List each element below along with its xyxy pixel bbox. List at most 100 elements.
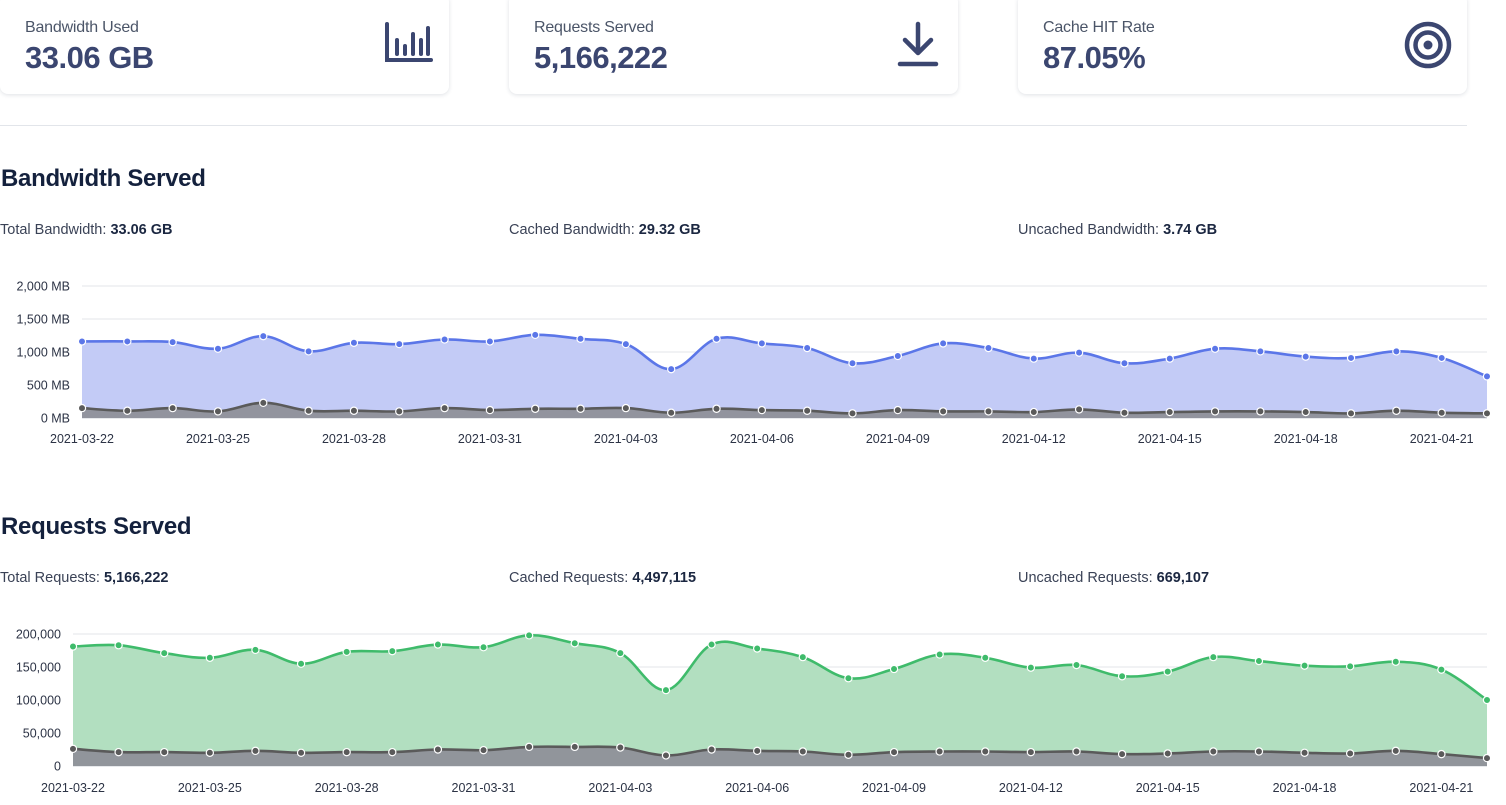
x-tick-label: 2021-04-06: [730, 432, 794, 446]
data-point: [433, 745, 443, 754]
data-point: [576, 404, 585, 413]
y-tick-label: 50,000: [23, 727, 61, 741]
x-tick-label: 2021-03-22: [50, 432, 114, 446]
data-point: [1346, 409, 1356, 418]
x-tick-label: 2021-04-03: [588, 781, 652, 795]
data-point: [213, 407, 223, 416]
data-point: [205, 653, 215, 662]
stat-label: Uncached Requests:: [1018, 570, 1153, 586]
data-point: [798, 747, 808, 756]
data-point: [984, 407, 993, 416]
data-point: [1163, 667, 1172, 676]
data-point: [1300, 748, 1309, 757]
data-point: [296, 659, 306, 668]
data-point: [1029, 407, 1038, 417]
data-point: [349, 338, 359, 347]
data-point: [77, 337, 87, 346]
data-point: [1392, 347, 1401, 356]
data-point: [304, 406, 313, 415]
data-point: [1482, 409, 1492, 418]
data-point: [1120, 408, 1129, 417]
data-point: [304, 347, 313, 356]
data-point: [342, 647, 351, 657]
data-point: [1165, 407, 1174, 417]
cached-requests-stat: Cached Requests: 4,497,115: [509, 570, 696, 586]
x-tick-label: 2021-04-09: [862, 781, 926, 795]
x-tick-label: 2021-04-06: [725, 781, 789, 795]
x-tick-label: 2021-03-31: [452, 781, 516, 795]
x-tick-label: 2021-04-12: [1002, 432, 1066, 446]
x-tick-label: 2021-03-22: [41, 781, 105, 795]
download-icon: [897, 21, 939, 67]
data-point: [1117, 749, 1127, 759]
data-point: [1392, 406, 1401, 415]
data-point: [848, 409, 857, 418]
data-point: [1437, 353, 1446, 363]
area-total: [73, 635, 1487, 766]
data-point: [981, 747, 990, 756]
data-point: [531, 404, 540, 413]
data-point: [893, 405, 903, 415]
data-point: [524, 631, 534, 640]
data-point: [844, 750, 853, 759]
data-point: [981, 653, 990, 662]
x-tick-label: 2021-03-28: [322, 432, 386, 446]
data-point: [802, 406, 812, 415]
data-point: [1254, 656, 1264, 666]
data-point: [395, 339, 404, 349]
cached-bandwidth-stat: Cached Bandwidth: 29.32 GB: [509, 222, 701, 238]
data-point: [524, 742, 534, 752]
data-point: [479, 643, 488, 652]
data-point: [1301, 407, 1310, 417]
divider: [0, 125, 1467, 126]
data-point: [485, 405, 495, 415]
data-point: [621, 403, 631, 413]
data-point: [935, 650, 944, 659]
y-tick-label: 100,000: [16, 694, 61, 708]
data-point: [1482, 753, 1492, 763]
stat-label: Total Requests:: [0, 570, 100, 586]
stat-label: Cached Bandwidth:: [509, 222, 635, 238]
total-requests-stat: Total Requests: 5,166,222: [0, 570, 169, 586]
data-point: [168, 403, 177, 413]
card-requests-served: Requests Served 5,166,222: [509, 0, 958, 94]
data-point: [893, 351, 903, 361]
data-point: [1163, 749, 1172, 758]
data-point: [388, 646, 397, 656]
data-point: [1120, 359, 1129, 368]
data-point: [938, 407, 948, 416]
bar-chart-icon: [385, 22, 433, 62]
data-point: [707, 640, 716, 649]
data-point: [1074, 348, 1084, 357]
data-point: [616, 743, 625, 752]
data-point: [68, 744, 78, 754]
x-tick-label: 2021-04-18: [1273, 781, 1337, 795]
data-point: [251, 645, 260, 655]
data-point: [1165, 354, 1174, 363]
data-point: [1345, 662, 1355, 671]
line-total: [72, 633, 1488, 702]
x-tick-label: 2021-04-09: [866, 432, 930, 446]
data-point: [707, 745, 716, 754]
x-tick-label: 2021-03-28: [315, 781, 379, 795]
data-point: [433, 640, 443, 649]
data-point: [984, 343, 993, 353]
data-point: [349, 406, 359, 415]
card-value: 33.06 GB: [25, 40, 154, 75]
y-tick-label: 200,000: [16, 628, 61, 642]
data-point: [935, 747, 944, 756]
x-tick-label: 2021-04-21: [1409, 781, 1473, 795]
y-tick-label: 1,500 MB: [16, 313, 70, 327]
data-point: [388, 747, 397, 757]
x-tick-label: 2021-04-18: [1274, 432, 1338, 446]
data-point: [1026, 747, 1036, 757]
stat-label: Cached Requests:: [509, 570, 629, 586]
data-point: [712, 334, 721, 344]
data-point: [616, 648, 625, 658]
data-point: [123, 337, 132, 346]
data-point: [1209, 652, 1218, 662]
data-point: [757, 339, 767, 348]
card-value: 5,166,222: [534, 40, 668, 75]
data-point: [889, 664, 899, 674]
data-point: [666, 408, 676, 417]
